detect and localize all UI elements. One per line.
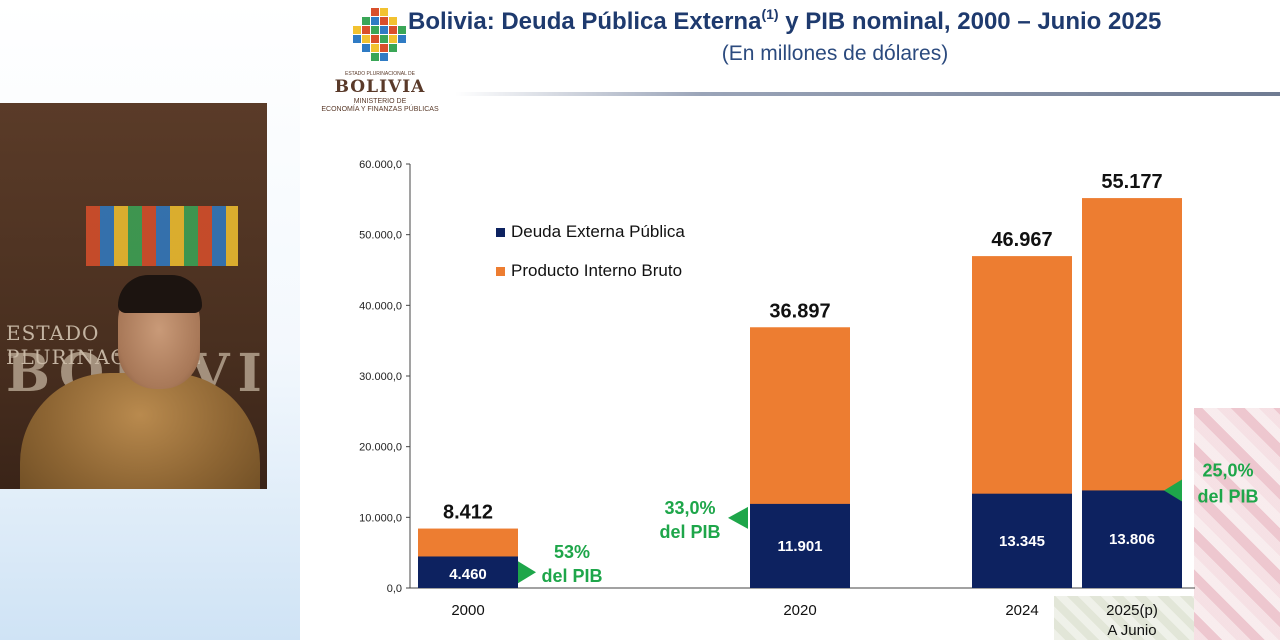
presenter-hair [118, 275, 202, 313]
bar-debt-2020 [750, 503, 850, 588]
debt-label: 11.901 [777, 538, 822, 555]
ratio-arrow-icon [728, 506, 748, 529]
debt-label: 13.806 [1109, 531, 1155, 548]
bar-debt-2000 [418, 556, 518, 588]
x-tick-label: 2025(p) [1106, 602, 1158, 619]
total-label: 46.967 [991, 229, 1052, 251]
decorative-textile-bottom [1054, 596, 1194, 640]
presenter-body [20, 373, 260, 489]
ratio-arrow-icon [518, 561, 536, 584]
total-label: 55.177 [1101, 171, 1162, 193]
y-tick-label: 50.000,0 [359, 230, 402, 242]
x-tick-label: 2024 [1005, 602, 1038, 619]
y-tick-label: 10.000,0 [359, 512, 402, 524]
ministry-logo-icon [353, 8, 406, 61]
page-subtitle: (En millones de dólares) [721, 42, 949, 65]
logo-caption-top: ESTADO PLURINACIONAL DE [344, 71, 415, 77]
page-title: Bolivia: Deuda Pública Externa(1) y PIB … [408, 6, 1162, 36]
y-tick-label: 60.000,0 [359, 159, 402, 171]
y-tick-label: 40.000,0 [359, 300, 402, 312]
ratio-label: del PIB [659, 522, 720, 542]
ratio-label: 33,0% [664, 498, 715, 518]
title-main: Bolivia: Deuda Pública Externa [408, 8, 762, 35]
total-label: 36.897 [769, 300, 830, 322]
header-divider [455, 92, 1280, 96]
logo-caption-ministry-1: MINISTERIO DE [353, 98, 407, 105]
logo-caption-ministry-2: ECONOMÍA Y FINANZAS PÚBLICAS [321, 106, 439, 113]
ratio-label: 25,0% [1202, 460, 1253, 480]
ratio-label: del PIB [541, 566, 602, 586]
total-label: 8.412 [443, 502, 493, 524]
logo-caption-ministry: MINISTERIO DE ECONOMÍA Y FINANZAS PÚBLIC… [305, 98, 455, 114]
ratio-label: 53% [554, 542, 590, 562]
x-tick-label: 2000 [451, 602, 484, 619]
debt-label: 13.345 [999, 533, 1045, 550]
bar-debt-2025(p) [1082, 490, 1182, 588]
title-footnote-mark: (1) [761, 6, 779, 22]
legend-label-gdp: Producto Interno Bruto [511, 261, 682, 280]
presenter-video: ESTADO PLURINACIONAL BOLIVI [0, 103, 267, 489]
legend-swatch-gdp [496, 267, 505, 276]
ratio-label: del PIB [1197, 486, 1258, 506]
ratio-arrow-icon [1164, 479, 1182, 502]
y-tick-label: 30.000,0 [359, 371, 402, 383]
decorative-textile [1194, 408, 1280, 640]
debt-gdp-chart: 0,0 10.000,0 20.000,0 30.000,0 40.000,0 50.00… [359, 159, 1258, 639]
legend-label-debt: Deuda Externa Pública [511, 222, 685, 241]
x-tick-label: 2020 [783, 602, 816, 619]
legend-swatch-debt [496, 228, 505, 237]
wall-mosaic [86, 206, 238, 266]
logo-caption-bolivia: BOLIVIA [334, 77, 426, 97]
y-tick-label: 0,0 [387, 583, 402, 595]
y-tick-label: 20.000,0 [359, 442, 402, 454]
debt-label: 4.460 [449, 566, 487, 583]
title-rest: y PIB nominal, 2000 – Junio 2025 [778, 8, 1162, 35]
x-tick-sublabel: A Junio [1107, 622, 1156, 639]
bar-debt-2024 [972, 493, 1072, 588]
